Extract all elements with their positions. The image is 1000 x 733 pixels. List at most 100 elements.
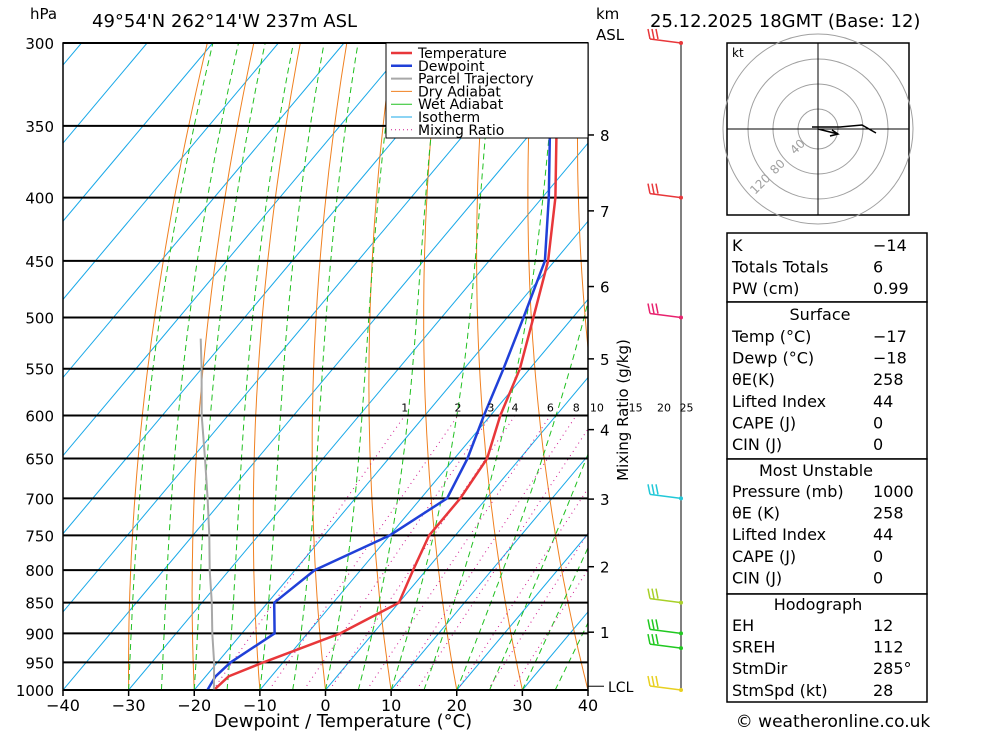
wind-barb-flag (655, 183, 659, 194)
table-row-label: Dewp (°C) (732, 349, 814, 368)
wind-barb-dot (679, 600, 683, 605)
dry-adiabat-line (476, 43, 523, 690)
wind-barb (647, 484, 683, 501)
table-row-value: 44 (873, 392, 893, 411)
km-tick-label: 4 (600, 422, 610, 440)
profile-parcel-trajectory (199, 338, 216, 690)
wet-adiabat-line (456, 299, 588, 690)
wind-barb-dot (679, 646, 683, 651)
wind-barb-flag (647, 588, 651, 599)
x-tick-label: 40 (578, 696, 598, 715)
pressure-tick-label: 300 (25, 35, 54, 53)
pressure-tick-label: 850 (25, 595, 54, 613)
wind-barb-flag (651, 303, 655, 314)
dry-adiabat-line (626, 43, 720, 690)
table-row-label: EH (732, 616, 754, 635)
pressure-tick-label: 400 (25, 190, 54, 208)
wind-barb-shaft (649, 38, 682, 44)
datetime-title: 25.12.2025 18GMT (Base: 12) (650, 11, 920, 32)
mixing-ratio-label: 10 (590, 401, 604, 414)
pressure-tick-label: 550 (25, 361, 54, 379)
wind-barb (647, 28, 683, 45)
wind-barb-flag (651, 675, 655, 687)
location-title: 49°54'N 262°14'W 237m ASL (92, 11, 357, 32)
wind-barb-flag (651, 484, 655, 495)
isotherm-line (63, 43, 279, 301)
table-row-value: 112 (873, 638, 904, 657)
wet-adiabat-line (292, 43, 359, 690)
storm-motion-arrow (817, 128, 840, 137)
wind-barb-shaft (649, 192, 682, 199)
x-axis-label: Dewpoint / Temperature (°C) (214, 711, 472, 732)
table-row-label: CAPE (J) (732, 547, 796, 566)
table-row-label: PW (cm) (732, 279, 799, 298)
wet-adiabat-line (160, 43, 239, 690)
pressure-tick-label: 650 (25, 451, 54, 469)
isotherm-line (63, 43, 214, 222)
dry-adiabat-line (527, 43, 588, 690)
mixing-ratio-line (303, 415, 492, 690)
wet-adiabat-line (423, 43, 558, 690)
table-row-value: 285° (873, 659, 912, 678)
legend-label: Wet Adiabat (418, 97, 504, 113)
wind-barb-flag (655, 588, 659, 599)
table-row-value: 0 (873, 435, 883, 454)
table-row-label: Pressure (mb) (732, 482, 844, 501)
table-row-label: StmDir (732, 659, 788, 678)
wind-barb-shaft (649, 685, 682, 691)
wet-adiabat-line (325, 43, 397, 690)
table-row-value: 258 (873, 370, 904, 389)
isotherm-line (325, 376, 588, 690)
mixing-ratio-line (457, 487, 588, 690)
table-row-value: 12 (873, 616, 893, 635)
wind-barb-flag (655, 28, 659, 40)
wind-barb-shaft (649, 628, 682, 635)
wind-barb-dot (679, 41, 683, 45)
wind-barb (647, 633, 683, 651)
table-row-label: SREH (732, 638, 775, 657)
table-row-value: 0 (873, 547, 883, 566)
isotherm-line (259, 298, 588, 690)
km-label: km (596, 5, 619, 23)
table-row-value: 258 (873, 504, 904, 523)
mixing-ratio-label: 3 (487, 401, 494, 414)
mixing-ratio-label: 4 (511, 401, 518, 414)
isotherm-line (456, 533, 588, 690)
dry-adiabat-line (252, 43, 301, 690)
mixing-ratio-label: 15 (629, 401, 643, 414)
legend-label: Parcel Trajectory (418, 72, 534, 88)
surface-title: Surface (790, 305, 851, 324)
table-row-value: −17 (873, 327, 907, 346)
pressure-tick-label: 950 (25, 654, 54, 672)
km-tick-label: 5 (600, 351, 610, 369)
legend-label: Temperature (417, 46, 507, 62)
pressure-tick-label: 600 (25, 407, 54, 425)
wind-barb (647, 619, 683, 636)
wind-barb-flag (647, 675, 651, 687)
x-tick-label: −20 (177, 696, 211, 715)
isotherm-line (63, 43, 148, 144)
x-tick-label: 30 (512, 696, 532, 715)
wind-barb-dot (679, 631, 683, 636)
table-row-label: θE (K) (732, 504, 780, 523)
pressure-tick-label: 750 (25, 527, 54, 545)
dry-adiabat-line (423, 43, 458, 690)
wind-barb-flag (655, 484, 659, 495)
table-row-value: 0 (873, 413, 883, 432)
dry-adiabat-line (128, 43, 208, 690)
table-row-value: 0.99 (873, 279, 909, 298)
pressure-tick-label: 500 (25, 310, 54, 328)
km-tick-label: 1 (600, 624, 610, 642)
pressure-tick-label: 450 (25, 253, 54, 271)
x-tick-label: 0 (320, 696, 330, 715)
wind-barb-shaft (649, 312, 682, 319)
wind-barb-flag (651, 28, 655, 40)
mixing-ratio-label: 8 (573, 401, 580, 414)
km-tick-label: 6 (600, 279, 610, 297)
hpa-label: hPa (30, 5, 57, 23)
wind-barb-flag (651, 588, 655, 599)
wind-barb (647, 675, 683, 692)
wet-adiabat-line (357, 43, 442, 690)
